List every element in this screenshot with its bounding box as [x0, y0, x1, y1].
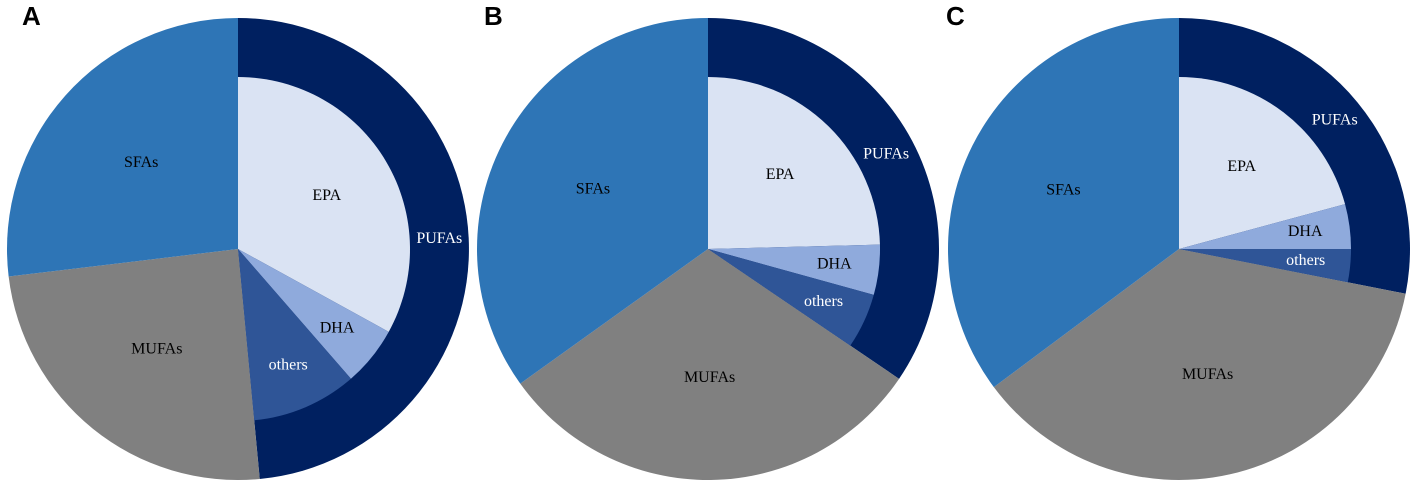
panel-letter-c: C: [946, 1, 965, 31]
label-sfas-a: SFAs: [124, 154, 158, 171]
label-mufas-b: MUFAs: [684, 369, 735, 386]
panel-letter-b: B: [484, 1, 503, 31]
slice-dha-a: [238, 249, 389, 379]
label-dha-b: DHA: [817, 255, 852, 272]
label-pufas-b: PUFAs: [863, 145, 909, 162]
slice-others-a: [238, 249, 351, 421]
slice-dha-b: [708, 244, 881, 295]
label-epa-c: EPA: [1227, 158, 1256, 175]
panel-c: C PUFAs MUFAs SFAs EPA DHA others: [946, 1, 1410, 480]
slice-sfas-b: [477, 18, 708, 384]
label-dha-a: DHA: [320, 320, 355, 337]
slice-mufas-b: [520, 249, 900, 481]
slice-mufas-c: [993, 249, 1406, 480]
label-others-a: others: [269, 357, 308, 374]
slice-sfas-a: [6, 17, 239, 277]
panel-letter-a: A: [22, 1, 41, 31]
label-epa-a: EPA: [312, 187, 341, 204]
label-dha-c: DHA: [1288, 223, 1323, 240]
slice-epa-a: [238, 77, 410, 332]
label-others-b: others: [804, 293, 843, 310]
slice-epa-b: [708, 77, 880, 249]
label-epa-b: EPA: [766, 166, 795, 183]
slice-others-b: [708, 249, 874, 346]
label-others-c: others: [1286, 252, 1325, 269]
slice-sfas-c: [947, 18, 1179, 388]
label-sfas-b: SFAs: [576, 181, 610, 198]
panel-b: B PUFAs MUFAs SFAs EPA DHA others: [477, 1, 940, 481]
label-pufas-c: PUFAs: [1312, 112, 1358, 129]
label-mufas-c: MUFAs: [1182, 366, 1233, 383]
slice-epa-c: [1179, 77, 1346, 249]
panel-a: A PUFAs MUFAs SFAs EPA DHA others: [6, 1, 469, 480]
slice-others-c: [1179, 249, 1351, 283]
slice-mufas-a: [8, 249, 260, 480]
slice-dha-c: [1179, 204, 1351, 249]
label-mufas-a: MUFAs: [131, 340, 182, 357]
label-pufas-a: PUFAs: [416, 230, 462, 247]
label-sfas-c: SFAs: [1046, 182, 1080, 199]
